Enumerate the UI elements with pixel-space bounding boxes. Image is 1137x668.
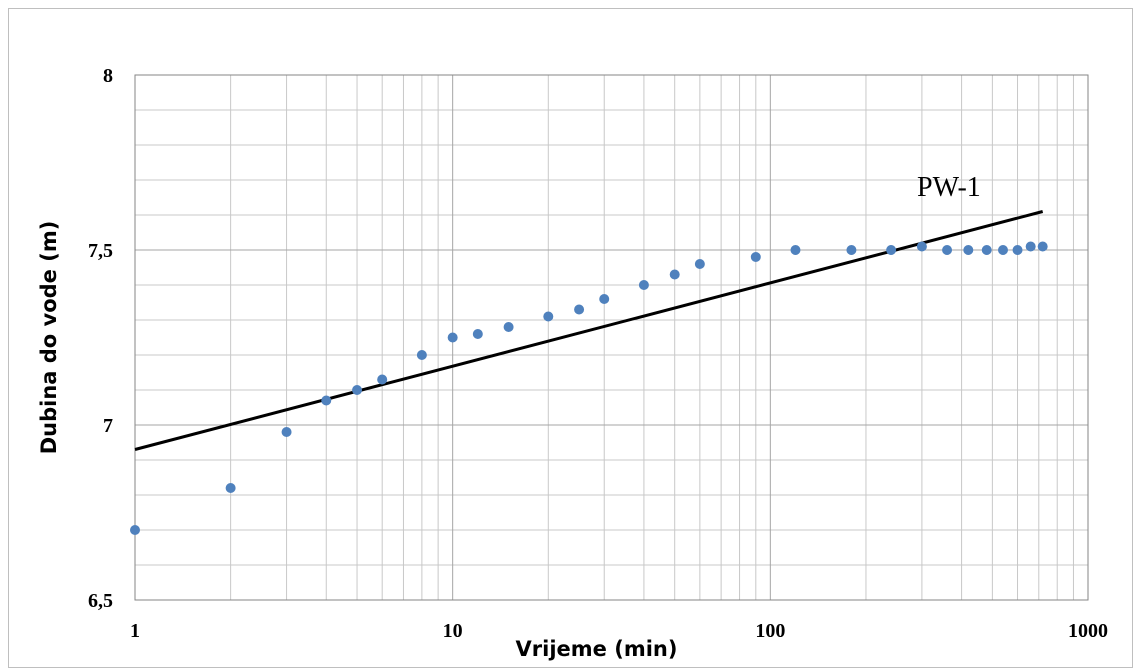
data-point xyxy=(377,374,388,385)
data-point xyxy=(321,395,332,406)
data-point xyxy=(750,252,761,262)
data-point xyxy=(574,304,585,315)
data-point xyxy=(1012,245,1023,255)
plot-border xyxy=(134,74,1089,601)
data-point xyxy=(130,525,140,535)
data-point xyxy=(638,280,649,290)
data-point xyxy=(916,241,927,252)
data-point xyxy=(1037,241,1048,252)
x-tick-labels: 1 10 100 1000 xyxy=(130,620,1108,642)
y-tick-label: 8 xyxy=(103,65,113,87)
y-tick-labels: 6,5 7 7,5 8 xyxy=(88,65,113,612)
data-point xyxy=(281,427,292,437)
x-axis-title: Vrijeme (min) xyxy=(516,637,678,661)
trendline-group xyxy=(134,210,1044,451)
x-tick-label: 100 xyxy=(755,620,785,642)
y-tick-label: 7,5 xyxy=(88,240,113,262)
data-point xyxy=(886,245,897,255)
data-point xyxy=(352,385,363,395)
data-point xyxy=(416,350,427,360)
series-annotation: PW-1 xyxy=(917,172,981,203)
chart-frame xyxy=(8,8,1133,668)
data-point xyxy=(942,245,953,255)
data-point xyxy=(503,322,514,332)
data-point xyxy=(543,311,554,322)
data-point xyxy=(599,294,610,304)
data-point xyxy=(1025,241,1036,252)
y-tick-label: 6,5 xyxy=(88,590,113,612)
data-points xyxy=(130,241,1048,535)
data-point xyxy=(447,332,458,343)
data-point xyxy=(963,245,974,255)
data-point xyxy=(997,245,1008,255)
grid-major xyxy=(135,75,1088,600)
data-point xyxy=(790,245,801,255)
y-tick-label: 7 xyxy=(103,415,113,437)
data-point xyxy=(981,245,992,255)
data-point xyxy=(694,259,705,269)
x-tick-label: 10 xyxy=(443,620,463,642)
data-point xyxy=(846,245,857,255)
data-point xyxy=(669,269,680,280)
x-tick-label: 1000 xyxy=(1068,620,1108,642)
data-point xyxy=(225,483,236,493)
x-tick-label: 1 xyxy=(130,620,140,642)
trendline xyxy=(134,210,1044,451)
grid-minor xyxy=(135,75,1088,600)
y-axis-title: Dubina do vode (m) xyxy=(37,221,61,455)
data-point xyxy=(472,329,483,339)
